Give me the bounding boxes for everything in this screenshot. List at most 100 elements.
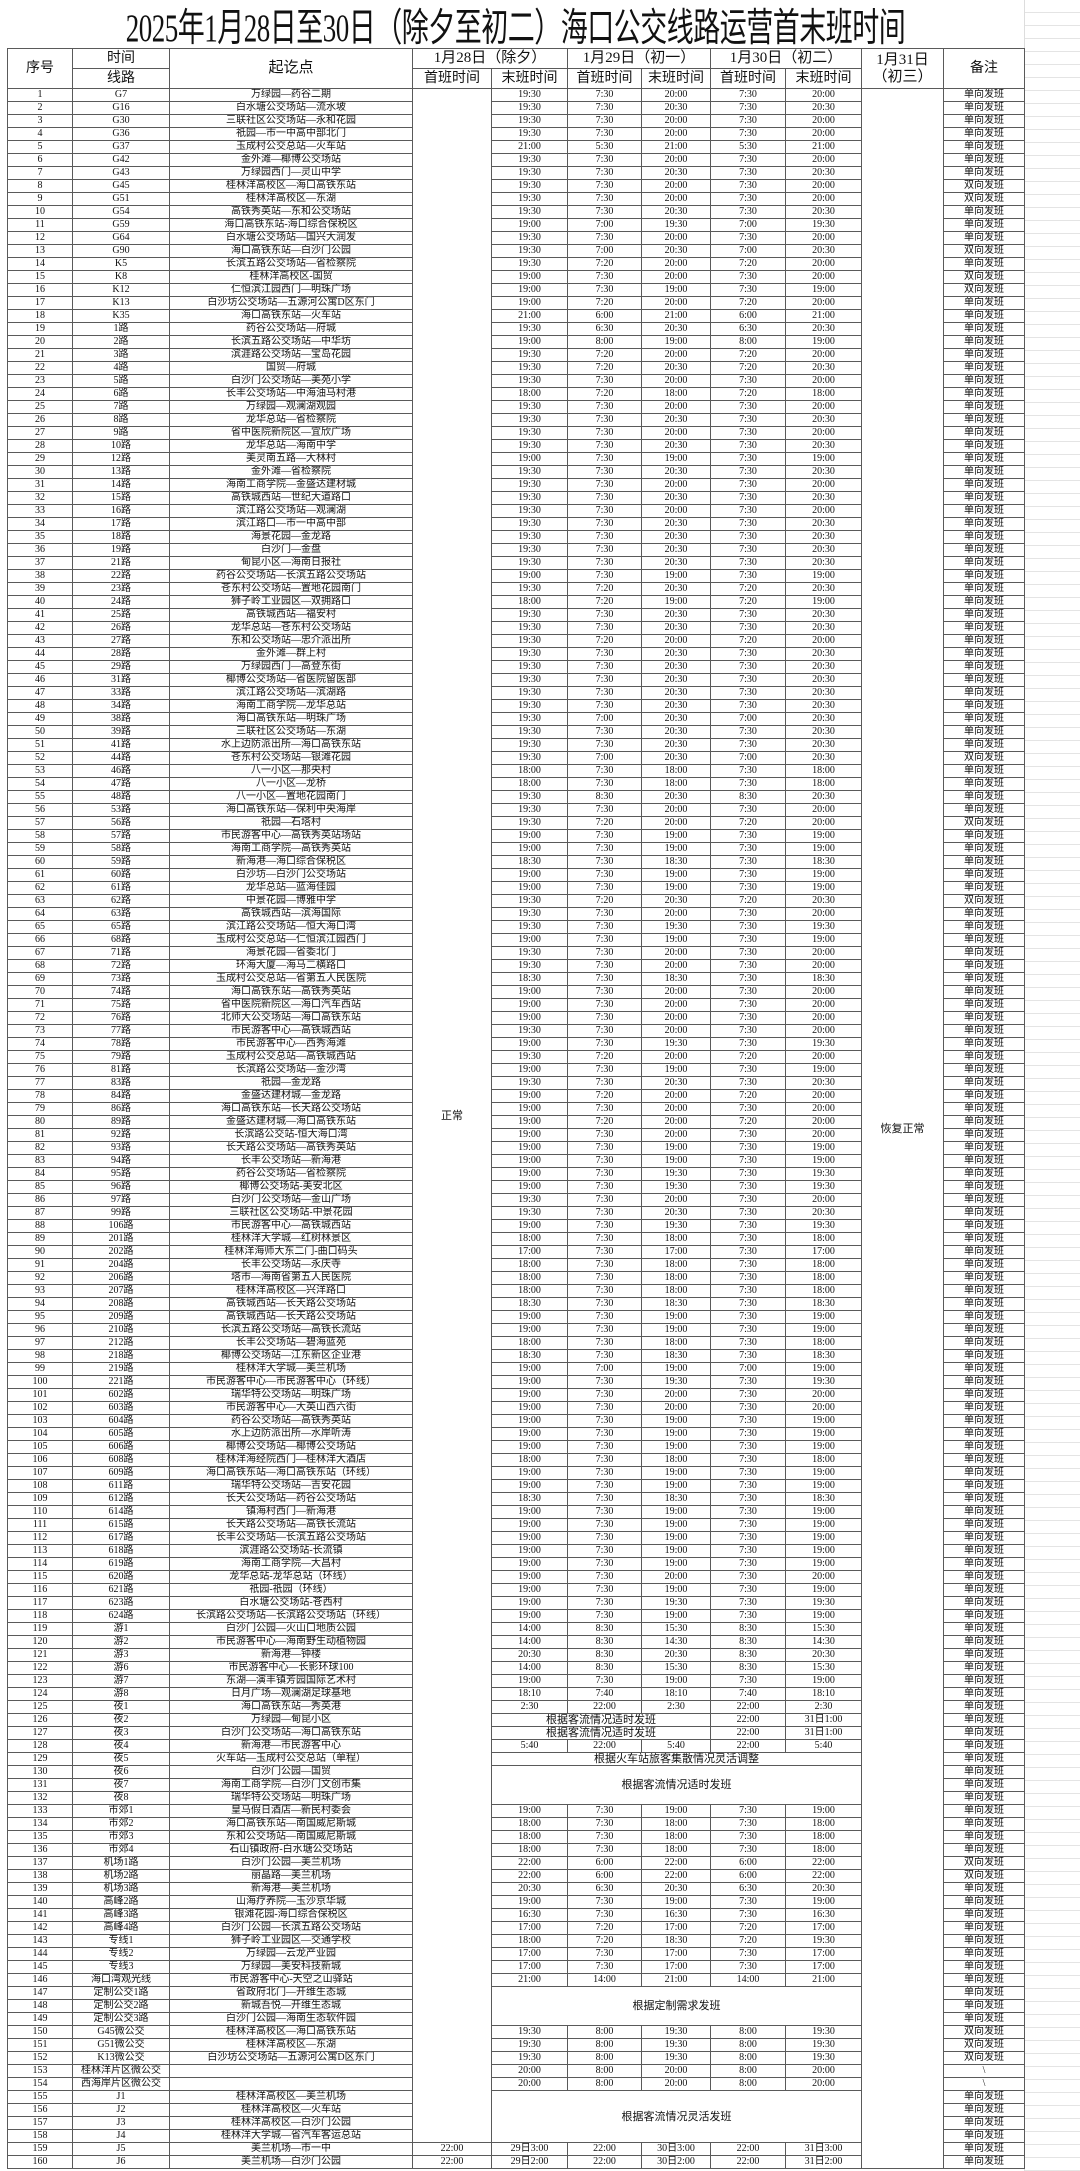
time-day29-last: 21:00 xyxy=(641,1973,712,1987)
time-day30-first: 7:30 xyxy=(710,1037,787,1051)
time-day30-last: 20:30 xyxy=(785,712,863,726)
time-day29-first: 7:30 xyxy=(567,777,643,791)
time-day30-first: 7:30 xyxy=(710,504,787,518)
time-day29-first: 7:30 xyxy=(567,985,643,999)
row-line: 39路 xyxy=(72,725,170,739)
time-day30-last: 19:00 xyxy=(785,1895,863,1909)
row-line: 夜4 xyxy=(72,1739,170,1753)
time-day30-last: 20:00 xyxy=(785,504,863,518)
row-line: 94路 xyxy=(72,1154,170,1168)
row-route: 白沙门公交场站—金山广场 xyxy=(169,1193,413,1207)
row-line: 西海岸片区微公交 xyxy=(72,2077,170,2091)
table-row: 58 57路 市民游客中心—高铁秀英站场站 19:00 7:30 19:00 7:30 19:… xyxy=(7,829,1026,843)
row-route: 海口高铁东站—秀英港 xyxy=(169,1700,413,1714)
row-route: 省中医院新院区—宜欣广场 xyxy=(169,426,413,440)
row-remark: 单向发班 xyxy=(943,1128,1026,1142)
time-day28-last: 19:00 xyxy=(490,881,569,895)
row-seq: 121 xyxy=(7,1648,73,1662)
row-line: 96路 xyxy=(72,1180,170,1194)
row-line: 605路 xyxy=(72,1427,170,1441)
time-day28-last: 19:00 xyxy=(490,1609,569,1623)
table-row: 148 定制公交2路 新城吾悦—开维生态城 单向发班 xyxy=(7,1999,1026,2013)
time-day30-first: 7:30 xyxy=(710,699,787,713)
time-day29-first: 7:20 xyxy=(567,816,643,830)
row-remark: 单向发班 xyxy=(943,452,1026,466)
row-line: 93路 xyxy=(72,1141,170,1155)
time-day30-last: 20:30 xyxy=(785,621,863,635)
time-day29-first: 7:20 xyxy=(567,1934,643,1948)
row-seq: 102 xyxy=(7,1401,73,1415)
time-day28-last: 19:00 xyxy=(490,1011,569,1025)
time-day28-last: 18:00 xyxy=(490,1258,569,1272)
time-day30-last: 15:30 xyxy=(785,1661,863,1675)
time-day29-last: 19:00 xyxy=(641,868,712,882)
time-day30-last: 19:30 xyxy=(785,2038,863,2052)
row-remark: 单向发班 xyxy=(943,1700,1026,1714)
time-day30-first: 6:30 xyxy=(710,1882,787,1896)
table-row: 13 G90 海口高铁东站—白沙门公园 19:30 7:00 20:30 7:00 20:30… xyxy=(7,244,1026,258)
time-day28-last: 19:00 xyxy=(490,335,569,349)
time-day29-first: 7:00 xyxy=(567,244,643,258)
row-remark: 单向发班 xyxy=(943,1804,1026,1818)
row-remark: 单向发班 xyxy=(943,647,1026,661)
table-row: 69 73路 玉成村公交总站—省第五人民医院 18:30 7:30 18:30 7:30 18… xyxy=(7,972,1026,986)
row-route: 环海大厦—海马二横路口 xyxy=(169,959,413,973)
row-remark: 单向发班 xyxy=(943,1947,1026,1961)
row-line: 33路 xyxy=(72,686,170,700)
time-day30-last: 20:00 xyxy=(785,426,863,440)
row-seq: 119 xyxy=(7,1622,73,1636)
row-seq: 27 xyxy=(7,426,73,440)
row-route: 桂林洋高校区-国贸 xyxy=(169,270,413,284)
row-remark: 单向发班 xyxy=(943,1752,1026,1766)
table-row: 113 618路 滨涯路公交场站-长流镇 19:00 7:30 19:00 7:30 19:0… xyxy=(7,1544,1026,1558)
title-bar: 2025年1月28日至30日（除夕至初二）海口公交线路运营首末班时间 xyxy=(7,0,1024,50)
time-day28-last: 18:00 xyxy=(490,1817,569,1831)
row-seq: 127 xyxy=(7,1726,73,1740)
row-line: 游8 xyxy=(72,1687,170,1701)
table-row: 38 22路 药谷公交场站—长滨五路公交场站 19:00 7:30 19:00 7:30 19… xyxy=(7,569,1026,583)
time-day28-last: 19:00 xyxy=(490,985,569,999)
row-remark: 单向发班 xyxy=(943,595,1026,609)
time-day30-last: 5:40 xyxy=(785,1739,863,1753)
row-remark: 单向发班 xyxy=(943,1375,1026,1389)
table-row: 153 桂林洋片区微公交 20:00 8:00 20:00 8:00 20:00 \ xyxy=(7,2064,1026,2078)
row-line: 游7 xyxy=(72,1674,170,1688)
row-remark: 单向发班 xyxy=(943,374,1026,388)
time-day29-first: 7:30 xyxy=(567,803,643,817)
row-line: 614路 xyxy=(72,1505,170,1519)
time-day29-last: 22:00 xyxy=(641,1869,712,1883)
row-remark: 单向发班 xyxy=(943,1154,1026,1168)
row-line: 15路 xyxy=(72,491,170,505)
time-day30-first: 8:30 xyxy=(710,1648,787,1662)
row-line: 92路 xyxy=(72,1128,170,1142)
time-day29-first: 7:30 xyxy=(567,1466,643,1480)
row-remark: 单向发班 xyxy=(943,738,1026,752)
row-route: 滨涯路公交场站-长流镇 xyxy=(169,1544,413,1558)
time-day29-last: 20:00 xyxy=(641,2064,712,2078)
time-day30-first: 7:30 xyxy=(710,426,787,440)
time-day30-first: 7:30 xyxy=(710,517,787,531)
time-day29-first: 7:30 xyxy=(567,1518,643,1532)
time-day29-last: 19:00 xyxy=(641,1427,712,1441)
time-day29-first: 7:30 xyxy=(567,1011,643,1025)
header-day30: 1月30日（初二） xyxy=(710,48,863,69)
row-route: 市民游客中心—高铁城西站 xyxy=(169,1024,413,1038)
time-day30-last: 18:00 xyxy=(785,1817,863,1831)
time-day30-last: 20:30 xyxy=(785,530,863,544)
row-line: 623路 xyxy=(72,1596,170,1610)
row-remark: 单向发班 xyxy=(943,166,1026,180)
time-day28-last: 19:00 xyxy=(490,1804,569,1818)
row-seq: 144 xyxy=(7,1947,73,1961)
row-line: G36 xyxy=(72,127,170,141)
row-seq: 67 xyxy=(7,946,73,960)
time-day30-first: 5:30 xyxy=(710,140,787,154)
time-day30-last: 2:30 xyxy=(785,1700,863,1714)
time-day29-first: 7:30 xyxy=(567,1544,643,1558)
row-line: 65路 xyxy=(72,920,170,934)
time-day29-first: 7:30 xyxy=(567,1336,643,1350)
row-route: 白沙坊公交场站—五源河公寓D区东门 xyxy=(169,2051,413,2065)
row-line: 615路 xyxy=(72,1518,170,1532)
row-remark: 单向发班 xyxy=(943,1492,1026,1506)
row-line: 27路 xyxy=(72,634,170,648)
time-day30-first: 22:00 xyxy=(710,1713,787,1727)
